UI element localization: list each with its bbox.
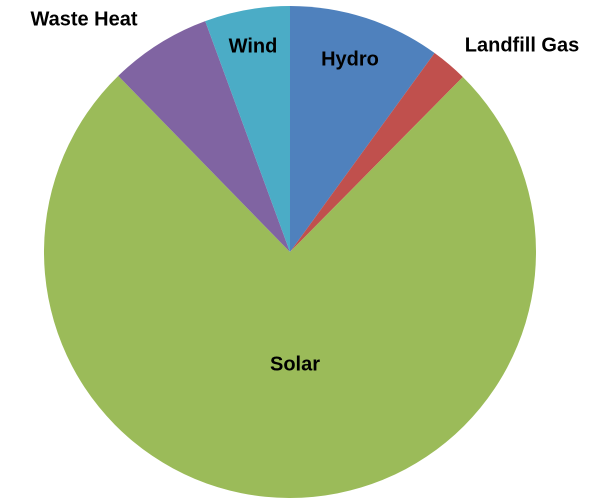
- slice-label: Hydro: [321, 48, 379, 70]
- slice-label: Landfill Gas: [465, 34, 579, 56]
- pie-slice: [205, 6, 290, 252]
- slice-label: Waste Heat: [30, 8, 137, 30]
- slice-label: Wind: [229, 35, 278, 57]
- slice-label: Solar: [270, 353, 320, 375]
- pie-slice: [43, 75, 537, 498]
- pie-slice: [118, 21, 290, 252]
- pie-slice: [290, 52, 463, 253]
- pie-slice: [290, 6, 435, 252]
